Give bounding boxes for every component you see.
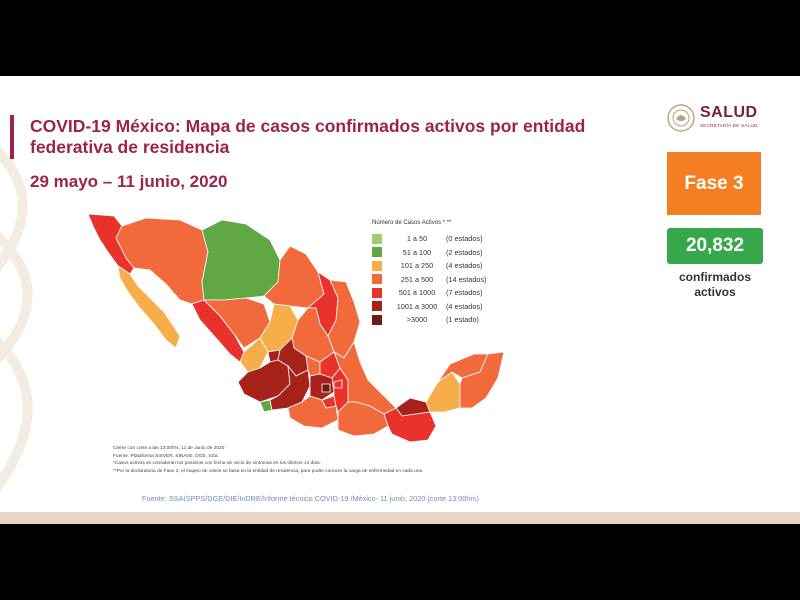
legend-count: (1 estado)	[446, 315, 479, 325]
legend-item: 1 a 50 (0 estados)	[372, 232, 487, 246]
legend-item: 501 a 1000 (7 estados)	[372, 286, 487, 300]
legend-swatch	[372, 247, 382, 258]
legend-title: Número de Casos Activos * **	[372, 220, 452, 226]
legend-swatch	[372, 301, 382, 312]
legend-range: 1 a 50	[406, 234, 428, 244]
legend-swatch	[372, 287, 382, 298]
logo-subtext: SECRETARÍA DE SALUD	[700, 123, 758, 128]
active-label-line1: confirmados	[678, 270, 751, 284]
state-baja-california	[87, 213, 135, 275]
active-label-line2: activos	[694, 285, 736, 299]
legend-count: (0 estados)	[446, 234, 483, 244]
legend-swatch	[372, 260, 382, 271]
background-ornament	[0, 146, 33, 492]
legend-count: (14 estados)	[446, 274, 487, 284]
coat-of-arms-icon	[667, 104, 695, 132]
legend-range: 101 a 250	[400, 261, 434, 271]
date-range: 29 mayo – 11 junio, 2020	[30, 172, 228, 191]
legend-swatch	[372, 274, 382, 285]
map-notes: Cierre con corte a las 13:00hrs, 11 de J…	[113, 445, 423, 475]
legend-count: (4 estados)	[446, 301, 483, 311]
mexico-choropleth-map	[87, 213, 505, 442]
slide: COVID-19 México: Mapa de casos confirmad…	[0, 76, 800, 524]
logo-text: SALUD	[700, 104, 758, 121]
salud-logo: SALUD SECRETARÍA DE SALUD	[666, 103, 776, 133]
state-cdmx	[321, 383, 331, 393]
state-baja-california-sur	[117, 265, 181, 349]
legend-item: >3000 (1 estado)	[372, 313, 487, 327]
page-title: COVID-19 México: Mapa de casos confirmad…	[30, 116, 586, 157]
legend-item: 101 a 250 (4 estados)	[372, 259, 487, 273]
legend-count: (7 estados)	[446, 288, 483, 298]
bottom-band	[0, 512, 800, 524]
state-quintana-roo	[459, 351, 505, 409]
legend-item: 51 a 100 (2 estados)	[372, 246, 487, 260]
legend-range: 501 a 1000	[398, 288, 436, 298]
active-count-label: confirmados activos	[660, 270, 770, 300]
note-line: *Casos activos se consideran los positiv…	[113, 461, 321, 467]
legend-range: 1001 a 3000	[396, 301, 438, 311]
legend-range: 251 a 500	[400, 274, 434, 284]
legend-count: (2 estados)	[446, 247, 483, 257]
phase-badge: Fase 3	[667, 152, 761, 215]
state-tlaxcala	[333, 379, 343, 389]
map-legend: Número de Casos Activos * ** 1 a 50 (0 e…	[372, 220, 487, 327]
legend-range: 51 a 100	[402, 247, 432, 257]
legend-item: 1001 a 3000 (4 estados)	[372, 300, 487, 314]
source-footnote: Fuente: SSA(SPPS/DGE/DIE/InDRE/Informe t…	[142, 494, 479, 503]
legend-item: 251 a 500 (14 estados)	[372, 273, 487, 287]
note-line: Cierre con corte a las 13:00hrs, 11 de J…	[113, 446, 225, 451]
state-guerrero	[287, 395, 339, 429]
active-count: 20,832	[667, 228, 763, 264]
legend-swatch	[372, 314, 382, 325]
legend-range: >3000	[406, 315, 428, 325]
legend-count: (4 estados)	[446, 261, 483, 271]
note-line: **Por la declaratoria de Fase 3, el mape…	[113, 468, 424, 474]
note-line: Fuente: Plataforma SISVER, SINAVE, DGE, …	[113, 453, 219, 459]
legend-swatch	[372, 233, 382, 244]
title-accent-bar	[10, 115, 14, 159]
state-chiapas	[383, 407, 437, 442]
state-chihuahua	[201, 219, 281, 301]
